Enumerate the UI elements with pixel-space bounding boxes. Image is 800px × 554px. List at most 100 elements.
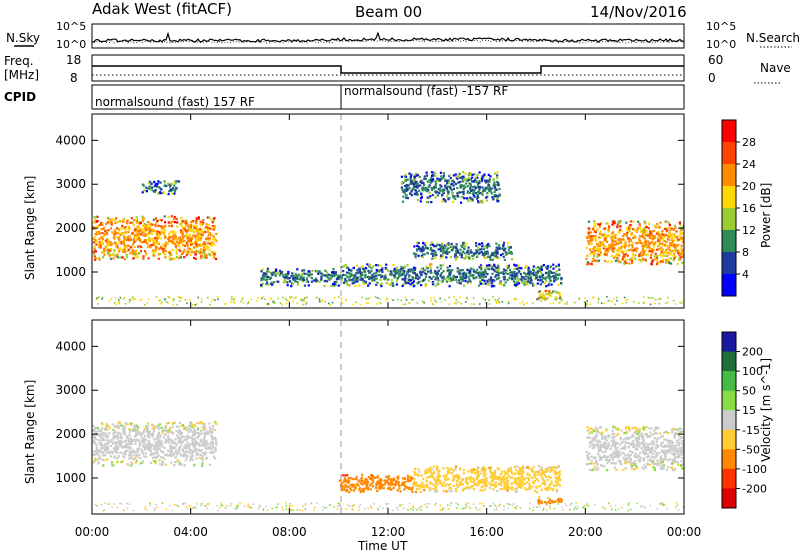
power-echo-0 bbox=[101, 222, 104, 225]
power-echo-2 bbox=[504, 272, 507, 275]
power-echo-0 bbox=[162, 252, 165, 255]
power-echo-2 bbox=[483, 275, 486, 278]
power-ground-scatter bbox=[340, 298, 343, 300]
power-ground-scatter bbox=[264, 298, 266, 301]
power-echo-7 bbox=[446, 195, 449, 198]
velocity-echo-0 bbox=[203, 434, 206, 437]
power-echo-1 bbox=[260, 270, 263, 273]
velocity-echo-1 bbox=[390, 483, 393, 486]
power-echo-1 bbox=[296, 277, 299, 280]
power-echo-2 bbox=[413, 268, 416, 272]
power-echo-3 bbox=[452, 245, 455, 248]
power-ground-scatter bbox=[118, 302, 121, 305]
power-echo-0 bbox=[143, 240, 146, 243]
power-echo-2 bbox=[513, 263, 516, 266]
power-echo-2 bbox=[371, 273, 374, 276]
power-echo-7 bbox=[467, 179, 470, 182]
velocity-echo-0 bbox=[128, 430, 132, 433]
velocity-echo-2 bbox=[446, 466, 449, 469]
power-echo-5 bbox=[651, 234, 655, 237]
power-echo-5 bbox=[599, 251, 602, 254]
velocity-echo-0 bbox=[114, 447, 117, 450]
power-echo-0 bbox=[206, 238, 209, 241]
power-ground-scatter bbox=[431, 302, 434, 305]
power-echo-5 bbox=[675, 244, 678, 247]
power-echo-2 bbox=[401, 268, 404, 271]
velocity-echo-0 bbox=[195, 451, 198, 454]
velocity-echo-1 bbox=[403, 484, 406, 487]
power-echo-5 bbox=[640, 242, 643, 245]
power-echo-5 bbox=[644, 242, 648, 245]
power-echo-3 bbox=[503, 247, 506, 250]
power-echo-2 bbox=[456, 267, 459, 270]
velocity-echo-1 bbox=[381, 484, 384, 487]
velocity-echo-1 bbox=[362, 490, 365, 493]
power-echo-5 bbox=[674, 226, 677, 229]
velocity-echo-0 bbox=[215, 440, 218, 443]
power-echo-3 bbox=[463, 257, 467, 260]
velocity-echo-0 bbox=[152, 429, 155, 432]
velocity-echo-1 bbox=[349, 487, 352, 490]
power-echo-5 bbox=[591, 258, 594, 262]
power-echo-3 bbox=[435, 254, 438, 257]
velocity-echo-0 bbox=[152, 448, 156, 451]
velocity-echo-0 bbox=[106, 448, 109, 451]
power-ground-scatter bbox=[164, 298, 166, 300]
power-echo-5 bbox=[629, 220, 632, 223]
power-echo-7 bbox=[456, 186, 459, 190]
power-echo-7 bbox=[425, 187, 428, 190]
power-echo-3 bbox=[455, 243, 458, 246]
power-echo-0 bbox=[132, 250, 135, 253]
power-echo-5 bbox=[589, 252, 592, 255]
power-echo-2 bbox=[455, 278, 458, 281]
velocity-echo-0 bbox=[178, 429, 181, 432]
power-echo-2 bbox=[536, 275, 539, 278]
power-echo-7 bbox=[411, 187, 414, 190]
power-echo-0 bbox=[203, 256, 206, 259]
power-echo-3 bbox=[495, 252, 498, 255]
velocity-echo-1 bbox=[350, 488, 353, 492]
power-echo-0 bbox=[199, 256, 202, 260]
velocity-echo-0 bbox=[111, 423, 114, 426]
power-echo-3 bbox=[464, 244, 467, 248]
power-echo-7 bbox=[423, 187, 426, 191]
power-echo-5 bbox=[643, 250, 646, 253]
power-echo-3 bbox=[465, 242, 468, 245]
power-echo-7 bbox=[430, 188, 434, 191]
power-echo-2 bbox=[375, 268, 378, 272]
power-echo-2 bbox=[469, 271, 472, 274]
power-echo-5 bbox=[618, 228, 621, 231]
power-echo-3 bbox=[450, 245, 453, 248]
power-echo-0 bbox=[152, 251, 155, 254]
power-echo-3 bbox=[508, 252, 511, 255]
power-echo-2 bbox=[491, 283, 494, 286]
power-echo-7 bbox=[456, 194, 459, 197]
power-echo-5 bbox=[623, 246, 626, 249]
velocity-echo-0 bbox=[145, 446, 148, 449]
power-echo-5 bbox=[587, 231, 590, 234]
power-echo-0 bbox=[213, 253, 216, 256]
power-echo-2 bbox=[355, 278, 359, 282]
power-echo-0 bbox=[107, 239, 110, 242]
velocity-echo-0 bbox=[110, 461, 114, 464]
power-echo-0 bbox=[142, 257, 145, 260]
power-echo-5 bbox=[619, 219, 622, 222]
velocity-echo-0 bbox=[121, 446, 124, 449]
power-range-label: Slant Range [km] bbox=[23, 176, 37, 280]
power-echo-7 bbox=[463, 197, 466, 200]
velocity-echo-0 bbox=[185, 426, 188, 429]
velocity-echo-2 bbox=[461, 483, 465, 486]
power-echo-7 bbox=[435, 191, 438, 194]
power-echo-0 bbox=[193, 246, 196, 249]
velocity-echo-2 bbox=[535, 491, 539, 494]
power-echo-7 bbox=[498, 187, 501, 191]
velocity-echo-0 bbox=[149, 450, 152, 453]
velocity-echo-0 bbox=[165, 429, 168, 432]
power-echo-0 bbox=[186, 237, 189, 240]
velocity-echo-1 bbox=[376, 490, 379, 493]
power-echo-2 bbox=[394, 270, 397, 273]
power-echo-0 bbox=[134, 218, 137, 222]
power-echo-0 bbox=[197, 228, 201, 231]
frequency-trace bbox=[92, 65, 684, 74]
